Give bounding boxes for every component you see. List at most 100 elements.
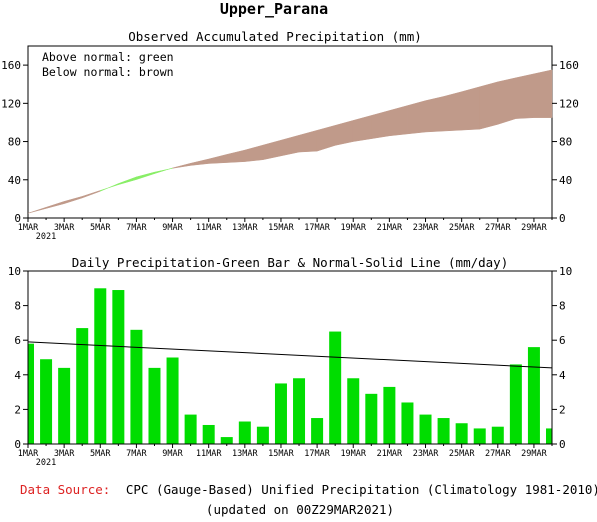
daily-bar — [94, 288, 107, 444]
accum-fill-segment — [27, 206, 47, 214]
accum-fill-segment — [479, 81, 499, 130]
daily-bar — [184, 414, 197, 444]
daily-bar — [220, 437, 233, 444]
accum-xtick-label: 15MAR — [268, 223, 294, 233]
accum-marks — [27, 69, 553, 214]
daily-bar — [202, 424, 215, 444]
daily-bar — [365, 393, 378, 444]
page-title: Upper_Parana — [220, 0, 328, 18]
accum-xtick-label: 7MAR — [126, 223, 147, 233]
accum-xtick-label: 23MAR — [413, 223, 439, 233]
daily-ytick-label-left: 6 — [14, 334, 21, 347]
accum-fill-segment — [244, 144, 264, 162]
daily-ytick-label-right: 8 — [559, 300, 566, 313]
updated-text: (updated on 00Z29MAR2021) — [206, 502, 394, 517]
daily-bar — [130, 329, 143, 444]
accum-ytick-label-left: 0 — [14, 212, 21, 225]
accum-axes: 0 0 40 40 80 80 120 120 160 160 1MAR 3MAR 5MAR 7MAR 9M… — [1, 59, 579, 242]
daily-bar — [148, 367, 161, 444]
daily-ytick-label-left: 8 — [14, 300, 21, 313]
source-label: Data Source: — [20, 482, 110, 497]
accum-xtick-label: 21MAR — [377, 223, 403, 233]
daily-bar — [58, 367, 71, 444]
accum-fill-segment — [172, 162, 191, 169]
accum-xtick-label: 27MAR — [485, 223, 511, 233]
accum-xtick-label: 1MAR — [18, 223, 39, 233]
daily-panel: Daily Precipitation-Green Bar & Normal-S… — [8, 255, 573, 468]
accum-ytick-label-right: 120 — [559, 97, 579, 110]
accum-ytick-label-left: 40 — [8, 174, 21, 187]
accum-fill-segment — [389, 105, 408, 137]
daily-axes: 0 0 2 2 4 4 6 6 8 8 10 10 1MAR 3MAR 5MAR 7MAR 9MAR 11MAR 1… — [8, 265, 573, 468]
accum-xtick-label: 25MAR — [449, 223, 475, 233]
accum-panel: Observed Accumulated Precipitation (mm) … — [1, 29, 579, 242]
daily-bar — [546, 428, 552, 444]
accum-ytick-label-right: 0 — [559, 212, 566, 225]
daily-normal-line — [27, 341, 553, 369]
source-text: CPC (Gauge-Based) Unified Precipitation … — [126, 482, 597, 497]
accum-frame — [27, 45, 553, 219]
accum-ytick-label-left: 120 — [1, 97, 21, 110]
daily-year-label: 2021 — [36, 458, 56, 468]
accum-ytick-label-left: 80 — [8, 136, 21, 149]
daily-ytick-label-right: 0 — [559, 438, 566, 451]
accum-xtick-label: 29MAR — [521, 223, 547, 233]
accum-fill-segment — [280, 134, 300, 157]
daily-ytick-label-right: 2 — [559, 403, 566, 416]
daily-xtick-label: 17MAR — [304, 449, 330, 459]
accum-fill-segment — [425, 96, 444, 133]
accum-fill-segment — [118, 176, 137, 186]
daily-marks — [27, 288, 553, 444]
accum-fill-segment — [352, 115, 372, 142]
daily-xtick-label: 7MAR — [126, 449, 147, 459]
accum-ytick-label-right: 80 — [559, 136, 572, 149]
daily-xtick-label: 25MAR — [449, 449, 475, 459]
accum-fill-segment — [154, 167, 173, 174]
daily-xtick-label: 3MAR — [54, 449, 75, 459]
daily-bar — [28, 343, 34, 444]
daily-bar — [166, 357, 179, 444]
daily-bar — [455, 423, 468, 444]
daily-xtick-label: 19MAR — [340, 449, 366, 459]
daily-ytick-label-left: 2 — [14, 403, 21, 416]
daily-bar — [293, 378, 306, 444]
accum-fill-segment — [461, 86, 480, 131]
daily-bar — [347, 378, 360, 444]
accum-xtick-label: 13MAR — [232, 223, 258, 233]
daily-bar — [329, 331, 342, 444]
legend-below: Below normal: brown — [42, 65, 174, 79]
daily-bar — [419, 414, 432, 444]
accum-fill-segment — [262, 139, 282, 161]
daily-ytick-label-right: 6 — [559, 334, 566, 347]
daily-xtick-label: 29MAR — [521, 449, 547, 459]
accum-fill-segment — [100, 183, 119, 192]
daily-bar — [437, 418, 450, 444]
accum-fill-segment — [497, 77, 517, 125]
accum-xtick-label: 11MAR — [196, 223, 222, 233]
accum-fill-segment — [298, 129, 318, 153]
accum-fill-segment — [190, 158, 209, 166]
daily-xtick-label: 21MAR — [377, 449, 403, 459]
accum-xtick-label: 5MAR — [90, 223, 111, 233]
daily-frame — [27, 270, 553, 445]
daily-bar — [509, 364, 522, 444]
daily-xtick-label: 23MAR — [413, 449, 439, 459]
legend-above: Above normal: green — [42, 50, 174, 64]
accum-fill-segment — [226, 149, 246, 163]
daily-ytick-label-right: 10 — [559, 265, 572, 278]
accum-xtick-label: 19MAR — [340, 223, 366, 233]
accum-fill-segment — [334, 120, 354, 146]
accum-fill-segment — [63, 196, 83, 205]
daily-xtick-label: 5MAR — [90, 449, 111, 459]
daily-bar — [274, 383, 287, 444]
daily-ytick-label-left: 0 — [14, 438, 21, 451]
accum-fill-segment — [208, 154, 228, 164]
daily-bar — [491, 426, 504, 444]
accum-fill-segment — [316, 125, 336, 152]
daily-bar — [238, 421, 251, 444]
daily-bar — [527, 347, 540, 444]
daily-bar — [311, 418, 324, 444]
daily-xtick-label: 1MAR — [18, 449, 39, 459]
